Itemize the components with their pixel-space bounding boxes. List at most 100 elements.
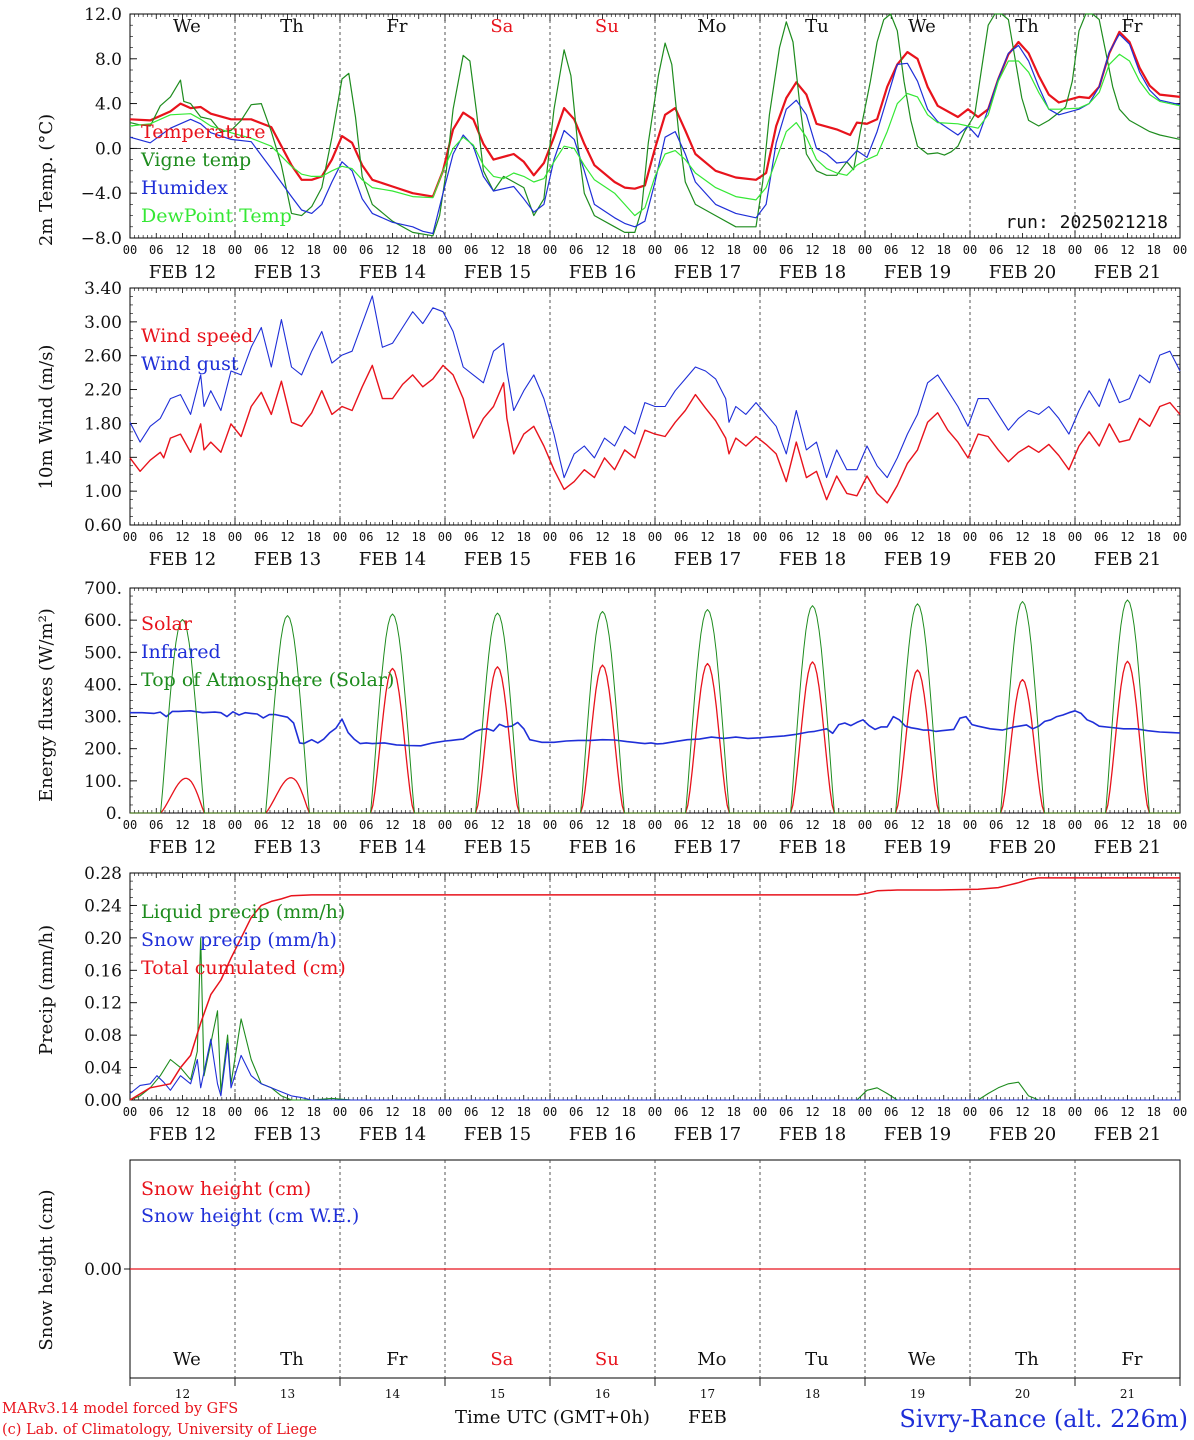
date-label: FEB 21 [1094,262,1161,283]
hour-tick-label: 06 [1094,818,1108,832]
y-tick-label: 0.12 [84,994,122,1014]
date-label: FEB 12 [149,549,216,570]
hour-tick-label: 00 [228,530,242,544]
legend-entry: Vigne temp [140,149,251,171]
series-line-snow-precip-mm-h [129,1038,1180,1101]
hour-tick-label: 12 [1120,818,1134,832]
hour-tick-label: 06 [1094,1105,1108,1119]
weekday-label: Fr [1121,1349,1142,1370]
y-tick-label: −4.0 [81,184,122,204]
weekday-label: Tu [805,16,829,37]
hour-tick-label: 00 [123,818,137,832]
date-label: FEB 19 [884,549,951,570]
hour-tick-label: 06 [884,1105,898,1119]
weekday-label: We [173,1349,201,1370]
hour-tick-label: 18 [412,1105,426,1119]
hour-tick-label: 18 [622,243,636,257]
hour-tick-label: 06 [779,243,793,257]
hour-tick-label: 18 [202,818,216,832]
weekday-label: Sa [490,1349,513,1370]
weekday-label: Fr [386,1349,407,1370]
hour-tick-label: 06 [779,530,793,544]
day-number-label: 20 [1015,1387,1030,1401]
hour-tick-label: 00 [648,818,662,832]
series-line-wind-gust [129,295,1181,479]
hour-tick-label: 00 [1068,818,1082,832]
y-tick-label: 3.40 [84,279,122,299]
date-label: FEB 19 [884,262,951,283]
y-tick-label: 1.80 [84,414,122,434]
day-number-label: 21 [1120,1387,1135,1401]
weekday-label: Su [595,16,619,37]
hour-tick-label: 00 [753,530,767,544]
hour-tick-label: 18 [727,243,741,257]
hour-tick-label: 00 [228,818,242,832]
hour-tick-label: 18 [412,530,426,544]
hour-tick-label: 00 [123,243,137,257]
hour-tick-label: 18 [832,818,846,832]
hour-tick-label: 18 [1042,818,1056,832]
hour-tick-label: 00 [1068,530,1082,544]
y-tick-label: 500. [84,643,122,663]
hour-tick-label: 00 [1173,1105,1187,1119]
date-label: FEB 20 [989,1124,1056,1145]
hour-tick-label: 18 [1147,818,1161,832]
date-label: FEB 12 [149,1124,216,1145]
y-tick-label: 2.20 [84,381,122,401]
hour-tick-label: 12 [910,1105,924,1119]
legend-entry: Liquid precip (mm/h) [141,901,345,923]
day-number-label: 17 [700,1387,715,1401]
hour-tick-label: 12 [910,530,924,544]
hour-tick-label: 18 [727,530,741,544]
date-label: FEB 17 [674,837,741,858]
date-label: FEB 15 [464,837,531,858]
hour-tick-label: 18 [202,243,216,257]
hour-tick-label: 12 [595,243,609,257]
hour-tick-label: 18 [937,243,951,257]
hour-tick-label: 12 [280,530,294,544]
hour-tick-label: 00 [438,243,452,257]
time-axis-title: Time UTC (GMT+0h) [455,1407,650,1428]
hour-tick-label: 06 [989,243,1003,257]
hour-tick-label: 06 [569,1105,583,1119]
hour-tick-label: 12 [490,530,504,544]
month-label: FEB [688,1407,727,1428]
day-number-label: 12 [175,1387,190,1401]
hour-tick-label: 18 [517,818,531,832]
hour-tick-label: 12 [595,530,609,544]
hour-tick-label: 00 [1068,1105,1082,1119]
hour-tick-label: 12 [805,1105,819,1119]
hour-tick-label: 00 [648,530,662,544]
hour-tick-label: 06 [884,243,898,257]
hour-tick-label: 00 [648,1105,662,1119]
weekday-label: We [908,16,936,37]
hour-tick-label: 12 [175,530,189,544]
series-line-temperature [129,30,1181,198]
hour-tick-label: 06 [884,818,898,832]
date-label: FEB 18 [779,1124,846,1145]
legend-entry: Snow height (cm) [141,1178,311,1200]
hour-tick-label: 18 [832,1105,846,1119]
hour-tick-label: 18 [307,243,321,257]
y-tick-label: 8.0 [95,50,122,70]
hour-tick-label: 00 [858,530,872,544]
hour-tick-label: 00 [648,243,662,257]
hour-tick-label: 06 [674,243,688,257]
date-label: FEB 20 [989,549,1056,570]
hour-tick-label: 06 [674,818,688,832]
hour-tick-label: 06 [779,818,793,832]
y-tick-label: 0.20 [84,929,122,949]
hour-tick-label: 18 [832,530,846,544]
hour-tick-label: 18 [1042,243,1056,257]
hour-tick-label: 00 [963,530,977,544]
hour-tick-label: 12 [700,1105,714,1119]
hour-tick-label: 18 [937,530,951,544]
run-annotation: run: 2025021218 [1005,212,1168,233]
hour-tick-label: 12 [385,1105,399,1119]
date-label: FEB 16 [569,1124,636,1145]
hour-tick-label: 06 [254,818,268,832]
hour-tick-label: 00 [753,243,767,257]
series-line-dewpoint-temp [129,53,1181,217]
hour-tick-label: 12 [1120,530,1134,544]
hour-tick-label: 12 [1015,818,1029,832]
